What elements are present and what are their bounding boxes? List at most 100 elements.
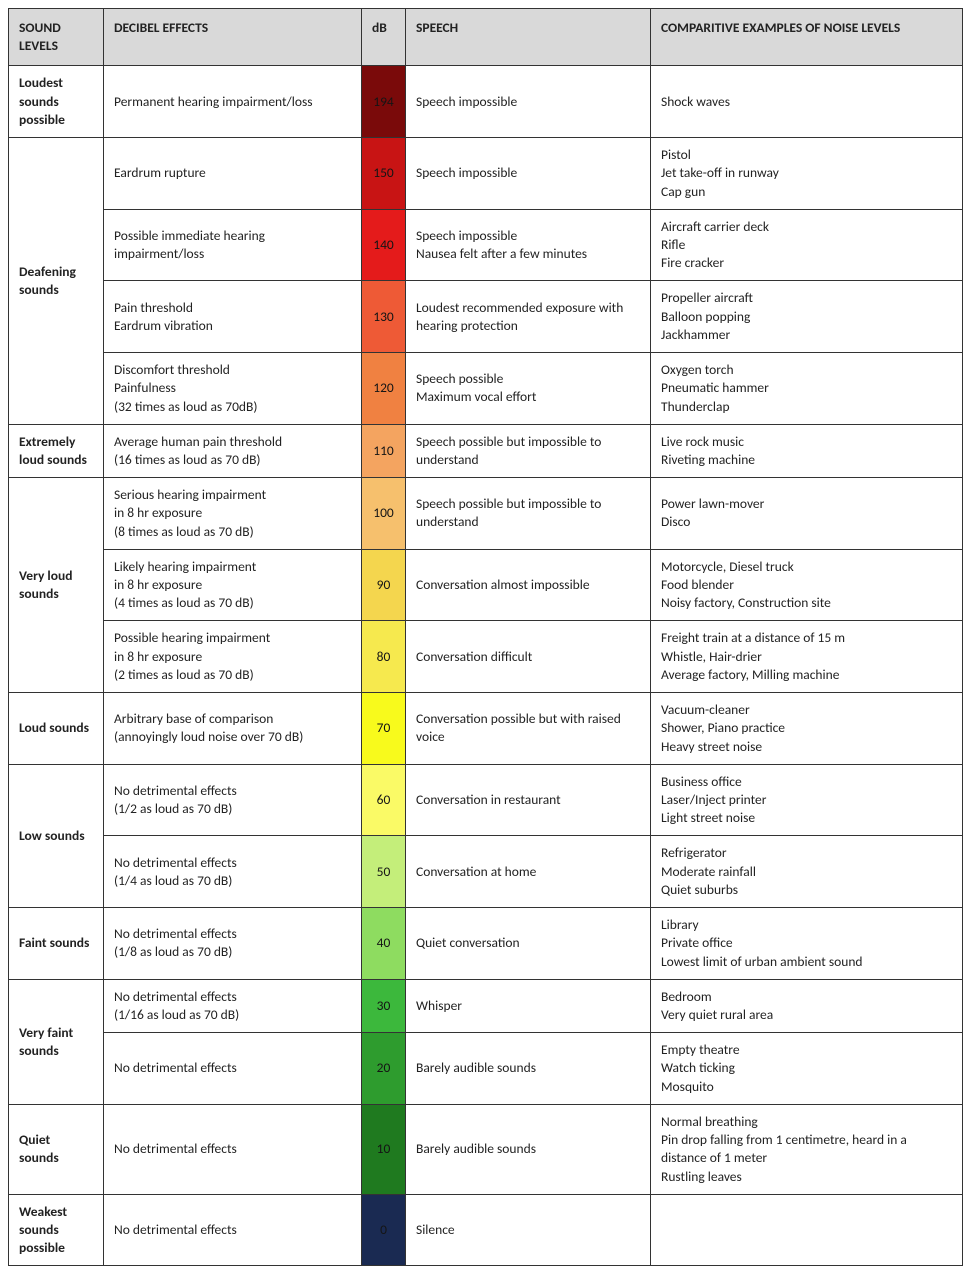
speech-cell-line: Speech impossible [416,227,640,245]
examples-cell: LibraryPrivate officeLowest limit of urb… [651,908,963,980]
speech-cell: Loudest recommended exposure with hearin… [406,281,651,353]
decibel-effect-cell-line: Serious hearing impairment [114,486,351,504]
table-row: Quiet soundsNo detrimental effects10Bare… [9,1104,963,1194]
decibel-effect-cell-line: (2 times as loud as 70 dB) [114,666,351,684]
decibel-effect-cell-line: No detrimental effects [114,988,351,1006]
examples-cell-line: Average factory, Milling machine [661,666,952,684]
decibel-effect-cell: No detrimental effects [104,1104,362,1194]
speech-cell-line: Barely audible sounds [416,1059,640,1077]
speech-cell: Conversation at home [406,836,651,908]
decibel-effect-cell: No detrimental effects [104,1033,362,1105]
examples-cell: Aircraft carrier deckRifleFire cracker [651,209,963,281]
speech-cell-line: Nausea felt after a few minutes [416,245,640,263]
examples-cell-line: Food blender [661,576,952,594]
sound-level-cell: Weakest sounds possible [9,1194,104,1266]
examples-cell-line: Thunderclap [661,398,952,416]
db-value-cell: 90 [362,549,406,621]
db-value-cell: 130 [362,281,406,353]
decibel-effect-cell-line: (1/16 as loud as 70 dB) [114,1006,351,1024]
decibel-effect-cell-line: Possible immediate hearing impairment/lo… [114,227,351,263]
speech-cell: Quiet conversation [406,908,651,980]
db-value-cell: 40 [362,908,406,980]
examples-cell-line: Cap gun [661,183,952,201]
speech-cell: Whisper [406,979,651,1032]
examples-cell-line: Disco [661,513,952,531]
header-speech: SPEECH [406,9,651,66]
db-value-cell: 60 [362,764,406,836]
speech-cell-line: Conversation difficult [416,648,640,666]
examples-cell-line: Lowest limit of urban ambient sound [661,953,952,971]
speech-cell-line: Loudest recommended exposure with hearin… [416,299,640,335]
examples-cell: RefrigeratorModerate rainfallQuiet subur… [651,836,963,908]
decibel-effect-cell-line: in 8 hr exposure [114,504,351,522]
examples-cell-line: Pneumatic hammer [661,379,952,397]
table-row: Extremely loud soundsAverage human pain … [9,424,963,477]
decibel-effect-cell: Serious hearing impairmentin 8 hr exposu… [104,478,362,550]
speech-cell: Speech impossible [406,138,651,210]
decibel-effect-cell: Discomfort thresholdPainfulness(32 times… [104,353,362,425]
speech-cell-line: Silence [416,1221,640,1239]
db-value-cell: 194 [362,66,406,138]
db-value-cell: 150 [362,138,406,210]
examples-cell-line: Mosquito [661,1078,952,1096]
decibel-effect-cell: No detrimental effects [104,1194,362,1266]
speech-cell: Silence [406,1194,651,1266]
decibel-effect-cell-line: No detrimental effects [114,782,351,800]
db-value-cell: 100 [362,478,406,550]
examples-cell-line: Rustling leaves [661,1168,952,1186]
db-value-cell: 110 [362,424,406,477]
examples-cell-line: Power lawn-mover [661,495,952,513]
decibel-effect-cell-line: Painfulness [114,379,351,397]
speech-cell-line: Maximum vocal effort [416,388,640,406]
decibel-effect-cell: No detrimental effects(1/2 as loud as 70… [104,764,362,836]
decibel-effect-cell-line: Permanent hearing impairment/loss [114,93,351,111]
decibel-effect-cell-line: No detrimental effects [114,854,351,872]
decibel-effect-cell: Possible immediate hearing impairment/lo… [104,209,362,281]
db-value-cell: 0 [362,1194,406,1266]
db-value-cell: 10 [362,1104,406,1194]
examples-cell-line: Freight train at a distance of 15 m [661,629,952,647]
speech-cell: Speech possible but impossible to unders… [406,424,651,477]
table-row: Likely hearing impairmentin 8 hr exposur… [9,549,963,621]
speech-cell-line: Whisper [416,997,640,1015]
table-row: Deafening soundsEardrum rupture150Speech… [9,138,963,210]
speech-cell: Speech possible but impossible to unders… [406,478,651,550]
decibel-effect-cell-line: No detrimental effects [114,1221,351,1239]
decibel-effect-cell-line: (8 times as loud as 70 dB) [114,523,351,541]
db-value-cell: 50 [362,836,406,908]
header-decibel-effects: DECIBEL EFFECTS [104,9,362,66]
speech-cell: Speech impossible [406,66,651,138]
examples-cell-line: Quiet suburbs [661,881,952,899]
examples-cell-line: Business office [661,773,952,791]
examples-cell-line: Noisy factory, Construction site [661,594,952,612]
speech-cell-line: Speech possible but impossible to unders… [416,433,640,469]
db-value-cell: 70 [362,693,406,765]
sound-level-cell: Faint sounds [9,908,104,980]
sound-level-cell: Loud sounds [9,693,104,765]
table-row: Loud soundsArbitrary base of comparison(… [9,693,963,765]
examples-cell-line: Live rock music [661,433,952,451]
decibel-effect-cell-line: (32 times as loud as 70dB) [114,398,351,416]
speech-cell-line: Quiet conversation [416,934,640,952]
sound-level-cell: Very faint sounds [9,979,104,1104]
examples-cell-line: Moderate rainfall [661,863,952,881]
examples-cell [651,1194,963,1266]
sound-level-cell: Low sounds [9,764,104,907]
examples-cell: Power lawn-moverDisco [651,478,963,550]
decibel-effect-cell-line: Average human pain threshold [114,433,351,451]
examples-cell-line: Jackhammer [661,326,952,344]
decibel-effect-cell: Eardrum rupture [104,138,362,210]
decibel-effect-cell-line: Likely hearing impairment [114,558,351,576]
decibel-effect-cell-line: No detrimental effects [114,925,351,943]
examples-cell-line: Refrigerator [661,844,952,862]
examples-cell-line: Library [661,916,952,934]
decibel-effect-cell: No detrimental effects(1/4 as loud as 70… [104,836,362,908]
db-value-cell: 140 [362,209,406,281]
decibel-effect-cell-line: Pain threshold [114,299,351,317]
speech-cell-line: Speech impossible [416,93,640,111]
speech-cell-line: Conversation almost impossible [416,576,640,594]
examples-cell: Motorcycle, Diesel truckFood blenderNois… [651,549,963,621]
table-row: Possible immediate hearing impairment/lo… [9,209,963,281]
decibel-effect-cell-line: Discomfort threshold [114,361,351,379]
examples-cell: PistolJet take-off in runwayCap gun [651,138,963,210]
